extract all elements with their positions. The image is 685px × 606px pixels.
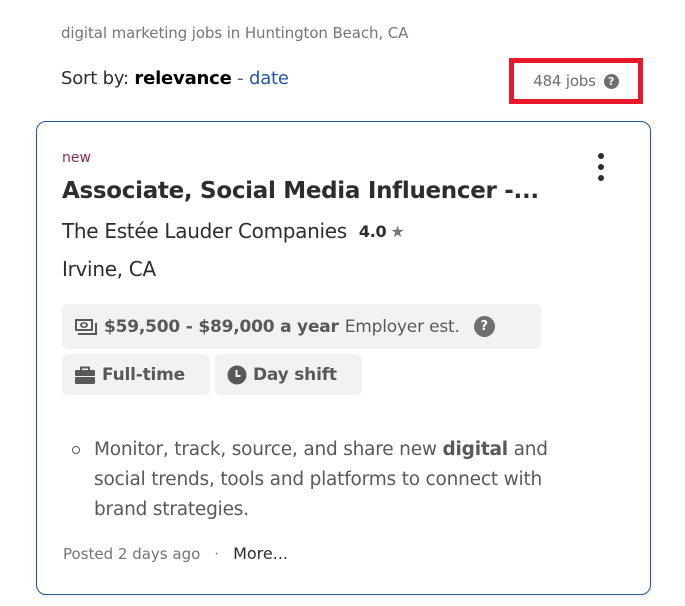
snippet-highlight: digital	[442, 439, 509, 460]
more-options-icon[interactable]	[589, 150, 613, 184]
job-location: Irvine, CA	[62, 257, 156, 281]
company-name: The Estée Lauder Companies	[62, 219, 347, 243]
help-icon[interactable]: ?	[603, 73, 619, 89]
salary-chip: $59,500 - $89,000 a year Employer est. ?	[62, 304, 541, 349]
shift-chip: Day shift	[215, 354, 362, 395]
snippet-text-before: Monitor, track, source, and share new	[94, 439, 443, 460]
job-footer: Posted 2 days ago · More...	[63, 544, 288, 563]
separator-dot: ·	[214, 544, 220, 563]
job-type: Full-time	[102, 364, 185, 385]
bullet-icon	[72, 446, 80, 454]
sort-controls: Sort by: relevance - date	[61, 68, 289, 89]
salary-note: Employer est.	[344, 316, 460, 337]
kebab-dot	[598, 164, 604, 170]
sort-date-link[interactable]: date	[249, 68, 289, 89]
job-card[interactable]: new Associate, Social Media Influencer -…	[36, 121, 651, 595]
briefcase-icon	[74, 365, 96, 385]
salary-range: $59,500 - $89,000 a year	[104, 316, 339, 337]
company-row: The Estée Lauder Companies 4.0 ★	[62, 219, 405, 243]
clock-icon	[227, 365, 247, 385]
salary-help-icon[interactable]: ?	[473, 316, 495, 337]
posted-date: Posted 2 days ago	[63, 544, 201, 563]
job-count: 484 jobs	[533, 72, 596, 90]
more-link[interactable]: More...	[233, 544, 288, 563]
sort-label: Sort by:	[61, 68, 129, 89]
company-rating: 4.0	[358, 221, 387, 241]
job-count-highlight: 484 jobs ?	[509, 58, 643, 104]
search-summary: digital marketing jobs in Huntington Bea…	[61, 24, 409, 42]
job-snippet: Monitor, track, source, and share new di…	[72, 435, 592, 525]
shift: Day shift	[253, 364, 337, 385]
sort-relevance: relevance	[134, 68, 232, 89]
money-icon	[74, 317, 98, 337]
sort-separator: -	[237, 68, 244, 89]
snippet-text-after: and social trends, tools and platforms t…	[94, 439, 548, 520]
star-icon: ★	[390, 221, 405, 241]
job-type-chip: Full-time	[62, 354, 210, 395]
new-badge: new	[62, 150, 91, 166]
job-title-link[interactable]: Associate, Social Media Influencer -...	[62, 178, 539, 204]
kebab-dot	[598, 175, 604, 181]
kebab-dot	[598, 153, 604, 159]
